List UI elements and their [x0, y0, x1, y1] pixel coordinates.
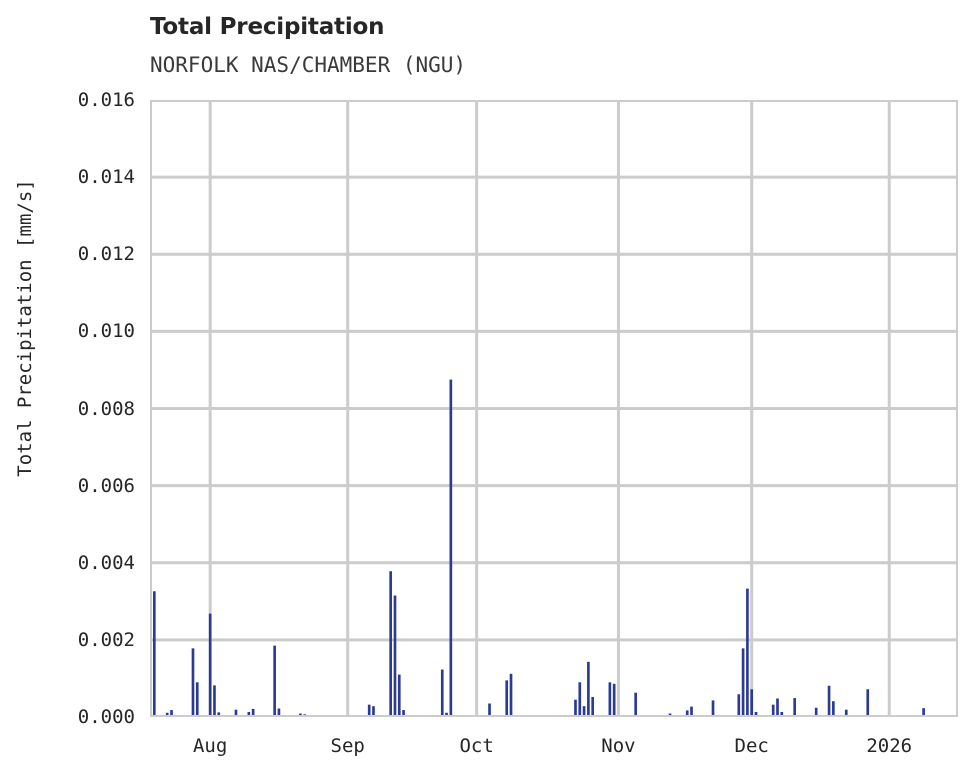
bar	[277, 708, 281, 717]
bar	[488, 703, 491, 717]
bar	[750, 689, 754, 717]
bar	[827, 685, 831, 717]
bar	[170, 710, 173, 717]
bar	[509, 673, 513, 717]
bar	[793, 698, 797, 717]
bar	[746, 588, 749, 717]
y-tick-label: 0.002	[77, 628, 135, 651]
x-tick-label: Oct	[459, 735, 494, 757]
bar	[776, 698, 779, 717]
bar	[217, 712, 221, 717]
bar	[737, 694, 741, 717]
bar	[191, 648, 195, 717]
bar	[608, 682, 612, 717]
bar	[582, 706, 586, 717]
bar	[634, 692, 637, 717]
bar	[771, 704, 775, 717]
bar	[247, 711, 251, 717]
bar	[741, 648, 745, 717]
bar	[591, 696, 595, 717]
bar	[372, 706, 375, 717]
bar	[440, 669, 444, 717]
bar	[152, 591, 156, 717]
bar	[587, 661, 590, 717]
bar	[397, 674, 401, 717]
bar	[844, 709, 848, 717]
x-tick-label: Sep	[330, 735, 365, 757]
bar	[213, 685, 216, 717]
bar	[449, 379, 453, 717]
bar	[922, 708, 925, 717]
y-tick-label: 0.006	[77, 474, 135, 497]
bar	[685, 710, 689, 717]
y-tick-label: 0.000	[77, 706, 135, 728]
bar	[208, 613, 212, 717]
axis-frame	[150, 100, 958, 717]
x-tick-label: 2026	[866, 735, 913, 757]
x-tick-label: Aug	[192, 735, 228, 757]
gridlines	[150, 100, 958, 717]
bar	[832, 701, 835, 717]
chart-subtitle: NORFOLK NAS/CHAMBER (NGU)	[150, 53, 467, 77]
plot-area	[150, 100, 958, 717]
y-tick-label: 0.010	[77, 320, 135, 343]
bar	[273, 645, 276, 717]
bar	[393, 595, 397, 717]
bar	[612, 683, 616, 717]
bar	[711, 700, 715, 717]
bar	[866, 689, 870, 717]
bar	[195, 682, 199, 717]
x-tick-label: Nov	[601, 735, 636, 757]
y-tick-label: 0.012	[77, 243, 135, 266]
bar	[251, 708, 255, 717]
bar	[234, 709, 238, 717]
plot-svg	[150, 100, 958, 717]
bar	[445, 712, 448, 717]
bar	[165, 712, 169, 717]
bar	[402, 710, 405, 717]
bar	[578, 682, 582, 717]
x-tick-label: Dec	[734, 735, 769, 757]
bar	[574, 699, 577, 717]
chart-title: Total Precipitation	[150, 14, 385, 40]
bar	[754, 711, 758, 717]
bar	[505, 680, 509, 717]
y-tick-label: 0.016	[77, 89, 135, 111]
bar	[389, 571, 393, 717]
bar	[780, 711, 784, 717]
data-bars	[152, 379, 934, 717]
y-tick-label: 0.008	[77, 397, 135, 420]
y-tick-label: 0.014	[77, 166, 135, 189]
bar	[367, 704, 371, 717]
bar	[690, 706, 693, 717]
y-tick-label: 0.004	[77, 551, 135, 574]
bar	[814, 707, 818, 717]
